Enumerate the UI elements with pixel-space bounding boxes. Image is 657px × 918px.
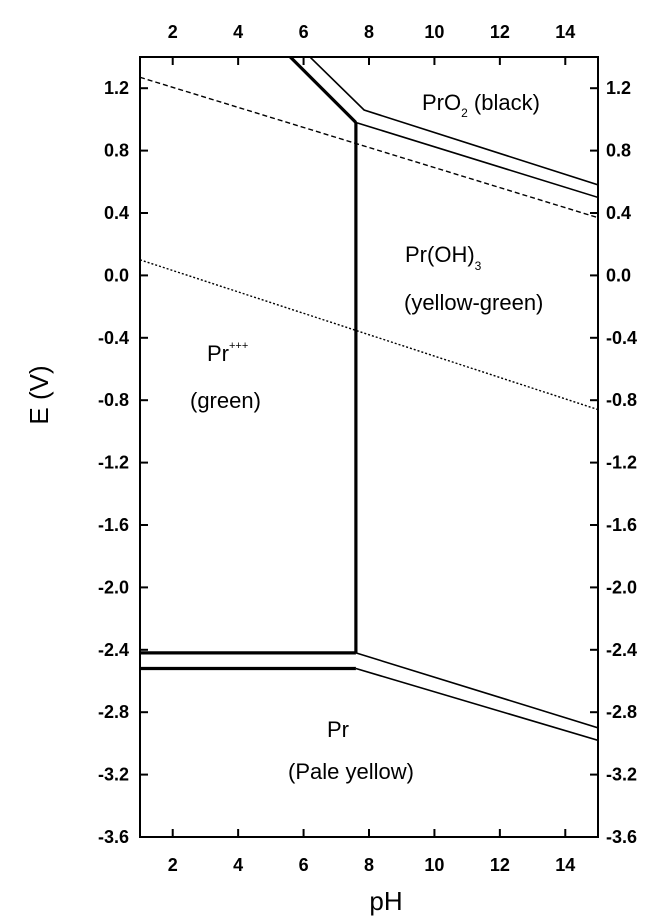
y-tick-label-right: 0.0	[606, 265, 631, 285]
x-tick-label-bottom: 8	[364, 855, 374, 875]
boundary-line-6	[355, 652, 598, 729]
y-tick-label-left: -0.4	[98, 328, 129, 348]
x-tick-label-bottom: 12	[490, 855, 510, 875]
y-tick-label-left: -0.8	[98, 390, 129, 410]
x-tick-label-bottom: 4	[233, 855, 243, 875]
x-tick-label-bottom: 2	[168, 855, 178, 875]
y-tick-label-left: -2.0	[98, 577, 129, 597]
y-tick-label-right: 1.2	[606, 78, 631, 98]
y-tick-label-right: -2.4	[606, 640, 637, 660]
y-tick-label-left: -1.6	[98, 515, 129, 535]
y-tick-label-left: -3.2	[98, 765, 129, 785]
x-tick-label-top: 4	[233, 22, 243, 42]
y-tick-label-left: -3.6	[98, 827, 129, 847]
series-layer	[140, 57, 598, 742]
region-desc-pr3: (green)	[190, 388, 261, 413]
y-tick-label-right: -0.4	[606, 328, 637, 348]
y-tick-label-left: 0.4	[104, 203, 129, 223]
x-tick-label-top: 2	[168, 22, 178, 42]
boundary-line-4	[308, 57, 598, 186]
x-tick-label-bottom: 10	[424, 855, 444, 875]
ticks-layer: 2 2 4 4 6 6 8 8 10 10 12 12 14 14 1.2 1.2 0.8 0.8 0.4 0.4 0.…	[98, 22, 637, 875]
x-tick-label-top: 12	[490, 22, 510, 42]
x-tick-label-top: 6	[299, 22, 309, 42]
y-tick-label-right: -1.6	[606, 515, 637, 535]
y-tick-label-left: 0.8	[104, 141, 129, 161]
x-tick-label-top: 10	[424, 22, 444, 42]
x-tick-label-bottom: 14	[555, 855, 575, 875]
boundary-line-3	[288, 57, 358, 124]
y-tick-label-right: 0.4	[606, 203, 631, 223]
y-tick-label-right: -3.6	[606, 827, 637, 847]
region-label-pr: Pr	[327, 717, 349, 742]
region-label-pro2: PrO2 (black)	[422, 90, 540, 120]
region-label-proh3: Pr(OH)3	[405, 242, 482, 273]
x-tick-label-bottom: 6	[299, 855, 309, 875]
y-tick-label-left: -1.2	[98, 453, 129, 473]
y-tick-label-right: -2.8	[606, 702, 637, 722]
y-tick-label-right: -3.2	[606, 765, 637, 785]
y-axis-title: E (V)	[24, 365, 54, 424]
y-tick-label-left: -2.8	[98, 702, 129, 722]
y-tick-label-right: 0.8	[606, 141, 631, 161]
y-tick-label-right: -0.8	[606, 390, 637, 410]
x-axis-title: pH	[369, 886, 402, 916]
boundary-line-7	[355, 667, 598, 742]
region-label-pr3: Pr+++	[207, 340, 248, 366]
y-tick-label-right: -1.2	[606, 453, 637, 473]
region-desc-pr: (Pale yellow)	[288, 759, 414, 784]
y-tick-label-right: -2.0	[606, 577, 637, 597]
region-desc-proh3: (yellow-green)	[404, 290, 543, 315]
boundary-line-5	[355, 121, 598, 199]
y-tick-label-left: 1.2	[104, 78, 129, 98]
x-tick-label-top: 8	[364, 22, 374, 42]
x-tick-label-top: 14	[555, 22, 575, 42]
y-tick-label-left: -2.4	[98, 640, 129, 660]
y-tick-label-left: 0.0	[104, 265, 129, 285]
boundary-line-9	[140, 259, 598, 411]
